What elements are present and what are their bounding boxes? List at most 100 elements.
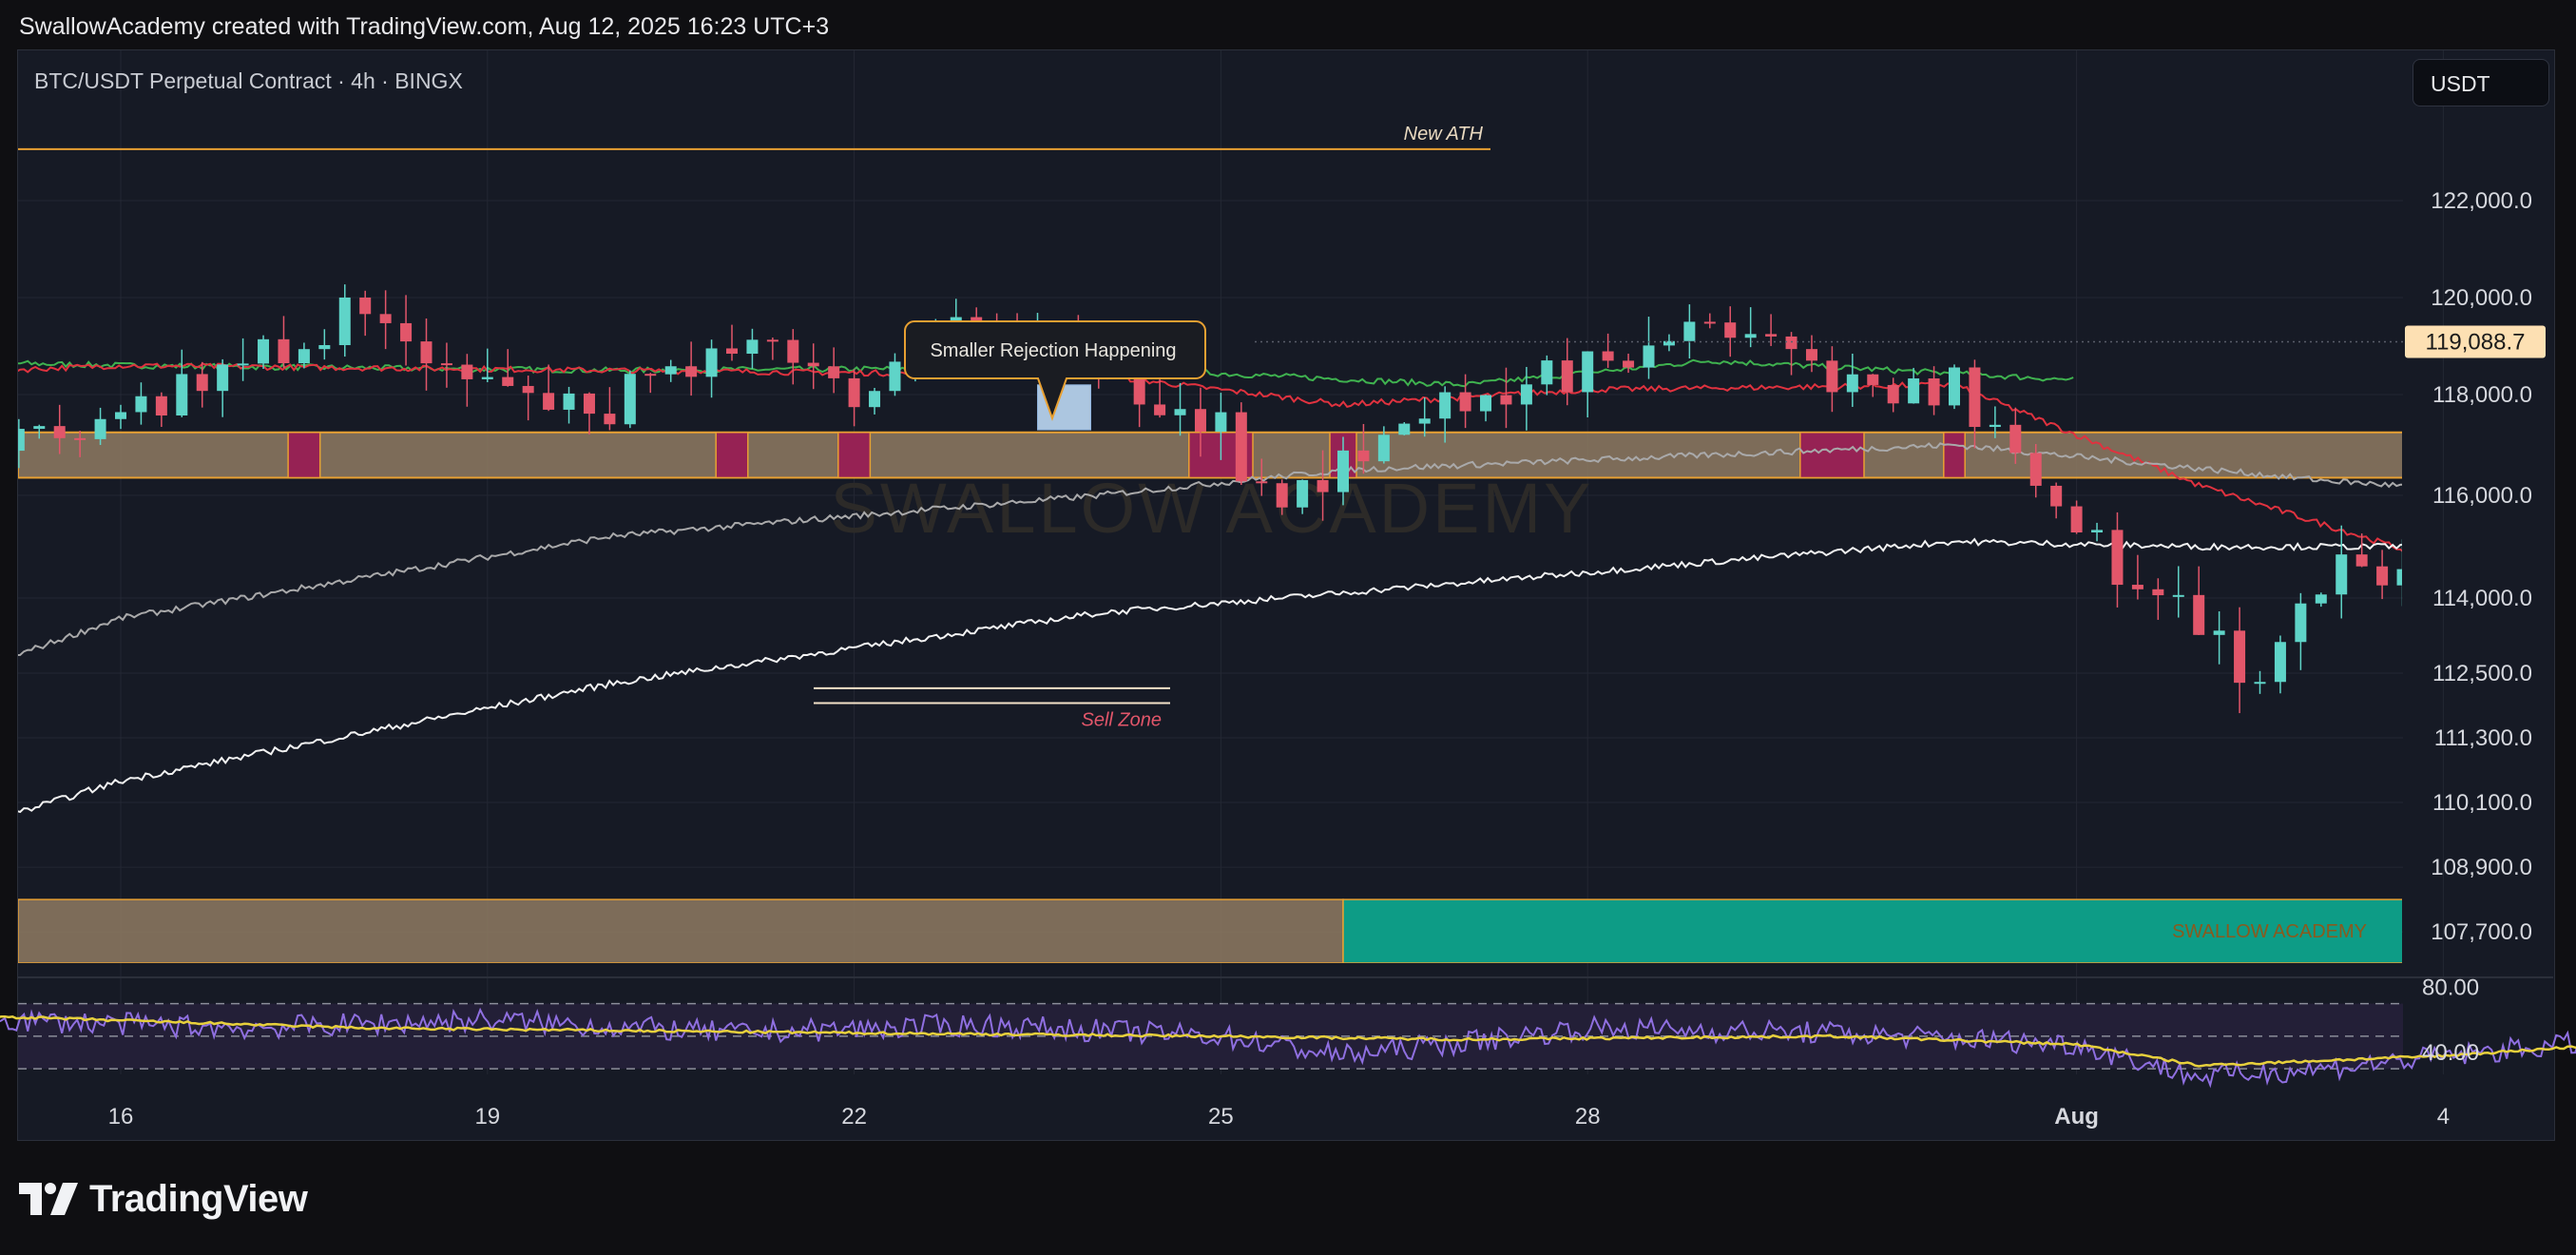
candle [237, 363, 249, 366]
x-tick-label: 19 [474, 1104, 500, 1130]
candle [726, 348, 738, 355]
zones: SUPPORT | SHORT TARGET [18, 384, 2576, 975]
resistance-highlight [287, 432, 321, 479]
callout-bubble [904, 320, 1206, 421]
candle [1337, 450, 1349, 492]
resistance-highlight [837, 432, 872, 479]
candle [2519, 545, 2530, 563]
candle [889, 361, 901, 392]
candle [1643, 345, 1655, 368]
y-tick-label: 108,900.0 [2431, 855, 2532, 880]
candle [196, 374, 208, 392]
candle [2540, 562, 2551, 588]
candle [481, 376, 493, 379]
candle [278, 338, 290, 364]
candle [1256, 481, 1268, 484]
tradingview-logo[interactable]: TradingView [19, 1177, 308, 1221]
candle [359, 297, 372, 315]
candle [1357, 450, 1370, 462]
candle [1459, 392, 1471, 412]
candle [2131, 585, 2143, 589]
candle [1418, 418, 1431, 424]
candle [705, 348, 718, 377]
candle [1887, 384, 1899, 404]
resistance-highlight [1799, 432, 1865, 479]
candle [1663, 340, 1675, 346]
candle [217, 364, 229, 392]
annotations: New ATH Sell Zone Smaller Rejection Happen… [18, 124, 2403, 942]
candle [766, 339, 779, 342]
candle [1703, 321, 1716, 324]
candle [664, 366, 677, 375]
candle [318, 344, 331, 350]
candle [1297, 479, 1309, 508]
candle [848, 377, 860, 408]
candle [644, 374, 657, 376]
candle [440, 363, 452, 366]
candle [1969, 367, 1981, 428]
candle [1724, 322, 1737, 338]
candle [298, 349, 310, 364]
candle [1398, 423, 1411, 435]
candle [33, 426, 46, 430]
candle [746, 339, 759, 355]
sell-zone-label: Sell Zone [1082, 710, 1163, 731]
brand-watermark: SWALLOW ACADEMY [2172, 921, 2367, 942]
x-tick-label: 28 [1575, 1104, 1601, 1130]
symbol-title[interactable]: BTC/USDT Perpetual Contract · 4h · BINGX [34, 68, 463, 93]
candle [502, 376, 514, 386]
candle [2560, 581, 2571, 588]
candle [2274, 642, 2286, 683]
candle [2336, 554, 2348, 595]
candle [1989, 424, 2001, 428]
candle [94, 418, 106, 439]
y-tick-label: 111,300.0 [2434, 725, 2532, 751]
candle [2193, 594, 2205, 635]
candle [135, 396, 147, 413]
candle [1805, 349, 1817, 361]
candle [2458, 559, 2470, 569]
candle [1949, 367, 1960, 406]
candle [53, 426, 66, 438]
candle [1500, 395, 1512, 405]
candle [583, 393, 595, 415]
candle [522, 385, 534, 394]
support-zone-label: SUPPORT | SHORT TARGET [2546, 950, 2576, 975]
new-ath-label: New ATH [1404, 124, 1484, 145]
currency-button[interactable]: USDT [2413, 59, 2549, 106]
axes: 122,000.0 120,000.0 118,000.0 116,000.0 114,… [108, 188, 2546, 1130]
candle [1928, 378, 1940, 406]
candle [604, 414, 616, 425]
y-tick-label: 112,500.0 [2432, 661, 2532, 686]
last-price-label: 119,088.7 [2426, 329, 2526, 355]
candles [18, 284, 2571, 714]
candle [2396, 569, 2402, 586]
x-tick-label: 4 [2437, 1104, 2450, 1130]
candle [1174, 409, 1186, 415]
candle [1908, 378, 1920, 404]
support-zone [1342, 898, 2402, 963]
candle [2050, 485, 2063, 507]
y-tick-label: 116,000.0 [2432, 483, 2532, 509]
rsi-signal-line [0, 1014, 2576, 1068]
candle [807, 362, 819, 367]
candle [379, 314, 392, 323]
candle [1744, 334, 1757, 338]
candle [1194, 409, 1206, 433]
candle [787, 339, 799, 363]
candle [1541, 360, 1553, 385]
candle [1377, 434, 1390, 462]
candle [543, 393, 555, 410]
candle [1623, 360, 1635, 368]
candle [2029, 453, 2042, 486]
y-tick-label: 107,700.0 [2431, 919, 2532, 945]
candle [2254, 682, 2266, 685]
candle [2009, 424, 2022, 454]
watermark-text: SWALLOW ACADEMY [831, 469, 1594, 548]
tradingview-logo-text: TradingView [89, 1177, 308, 1220]
candle [1520, 384, 1532, 405]
attribution-text: SwallowAcademy created with TradingView.… [19, 13, 830, 40]
candle [1582, 351, 1594, 393]
last-price-tag [2405, 325, 2546, 358]
